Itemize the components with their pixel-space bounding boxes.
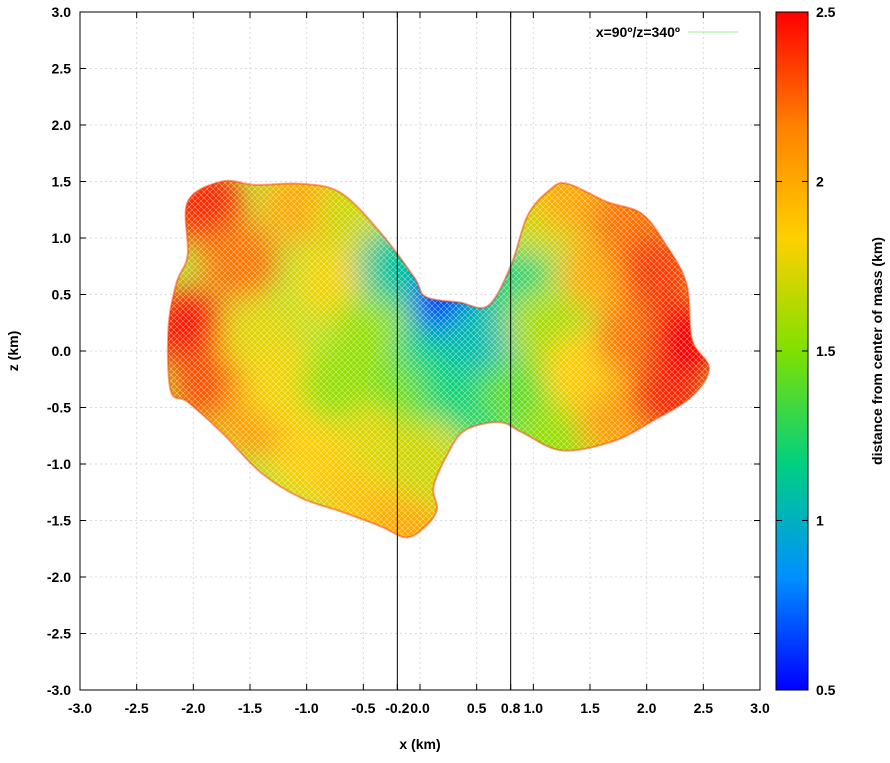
y-tick-label: 3.0: [52, 4, 72, 20]
x-tick-label: -1.0: [295, 700, 319, 716]
x-tick-label: 1.5: [580, 700, 600, 716]
x-tick-label: -3.0: [68, 700, 92, 716]
x-tick-label: 2.0: [637, 700, 657, 716]
y-tick-label: 2.0: [52, 117, 72, 133]
x-tick-label: -0.5: [351, 700, 375, 716]
y-tick-label: 1.0: [52, 230, 72, 246]
x-tick-label: 3.0: [750, 700, 770, 716]
x-tick-label: 0.8: [501, 700, 521, 716]
shape-mesh: [167, 180, 709, 538]
x-tick-label: -2.5: [125, 700, 149, 716]
colorbar-label: distance from center of mass (km): [869, 237, 885, 465]
x-tick-label: 0.0: [410, 700, 430, 716]
x-tick-label: 2.5: [694, 700, 714, 716]
y-axis-label: z (km): [5, 331, 21, 371]
y-tick-label: -3.0: [47, 682, 71, 698]
colorbar-tick-label: 1.5: [816, 343, 836, 359]
y-tick-label: -2.5: [47, 626, 71, 642]
colorbar-tick-label: 0.5: [816, 682, 836, 698]
y-tick-label: 2.5: [52, 61, 72, 77]
x-tick-label: -0.2: [385, 700, 409, 716]
x-tick-label: -2.0: [181, 700, 205, 716]
colorbar: 2.5 2 1.5 1 0.5 distance from center of mass…: [775, 4, 885, 698]
colorbar-tick-label: 1: [816, 513, 824, 529]
x-tick-label: -1.5: [238, 700, 262, 716]
x-tick-label: 0.5: [467, 700, 487, 716]
y-tick-label: -1.5: [47, 513, 71, 529]
shape-outline: [166, 179, 711, 539]
y-tick-label: -0.5: [47, 400, 71, 416]
colorbar-ticks: 2.5 2 1.5 1 0.5: [776, 4, 836, 698]
legend-label: x=90º/z=340º: [596, 24, 680, 40]
y-tick-label: 0.5: [52, 287, 72, 303]
colorbar-tick-label: 2.5: [816, 4, 836, 20]
ticks: -3.0 -2.5 -2.0 -1.5 -1.0 -0.5 -0.2 0.0 0.5 0.8 1.0…: [47, 4, 770, 716]
y-tick-label: 1.5: [52, 174, 72, 190]
vertical-lines: [396, 12, 512, 690]
x-tick-label: 1.0: [524, 700, 544, 716]
legend: x=90º/z=340º: [596, 24, 738, 40]
nucleus-shape: [166, 179, 711, 539]
y-tick-label: -2.0: [47, 569, 71, 585]
grid: [80, 12, 760, 690]
x-axis-label: x (km): [399, 736, 440, 752]
y-tick-label: 0.0: [52, 343, 72, 359]
colorbar-tick-label: 2: [816, 174, 824, 190]
y-tick-label: -1.0: [47, 456, 71, 472]
